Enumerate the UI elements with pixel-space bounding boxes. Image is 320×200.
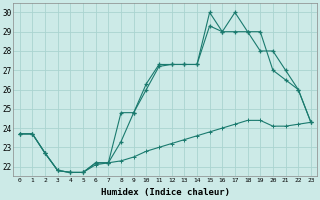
X-axis label: Humidex (Indice chaleur): Humidex (Indice chaleur) <box>101 188 230 197</box>
